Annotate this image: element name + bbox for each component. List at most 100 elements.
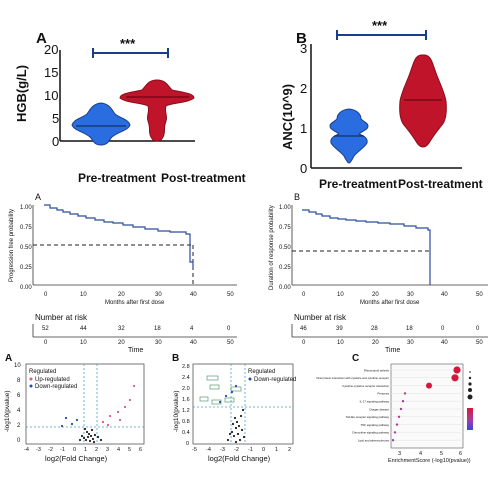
- x-tick-label: 40: [441, 340, 448, 346]
- y-axis-label: -log10(pvalue): [4, 390, 11, 432]
- x-axis-label: log2(Fold Change): [45, 454, 108, 463]
- survival-curve: [302, 209, 431, 285]
- pathway-term-label: Chagas disease: [369, 407, 390, 411]
- x-tick-label: -2: [48, 447, 53, 453]
- risk-value: 18: [154, 326, 161, 332]
- x-tick-label: 20: [118, 340, 125, 346]
- down-regulated-points: [60, 416, 79, 428]
- enrichment-bubble: [451, 374, 459, 382]
- risk-value: 4: [190, 326, 194, 332]
- y-tick-label: 0.50: [20, 245, 32, 251]
- x-tick-label: 1: [275, 447, 278, 453]
- x-tick-label: 0: [44, 340, 48, 346]
- violin-panel-anc: B *** 3 2 1 0 ANC(10^9) Pre-treatment Po…: [280, 18, 483, 191]
- panel-letter-b: B: [294, 192, 300, 202]
- x-tick-label: -5: [192, 447, 197, 453]
- legend-down-label: Down-regulated: [254, 377, 296, 383]
- y-tick-label: 0.00: [279, 285, 291, 291]
- panel-letter-a: A: [36, 30, 47, 47]
- legend-up-label: Up-regulated: [35, 377, 70, 383]
- y-tick-label: 2.4: [182, 375, 190, 381]
- x-tick-label: -4: [206, 447, 211, 453]
- x-tick-label: 5: [128, 447, 131, 453]
- legend-down-marker: [248, 377, 252, 381]
- legend-title: Regulated: [29, 369, 56, 375]
- km-panel-dor: B 1.00 0.75 0.50 0.25 0.00 0 10 20 30 40…: [269, 192, 488, 354]
- pathway-term-label: IL-17 signaling pathway: [360, 400, 390, 404]
- y-tick-label: 0.8: [182, 419, 190, 425]
- violin-post-treatment: [119, 79, 195, 142]
- x-tick-label: 50: [227, 340, 234, 346]
- y-axis-label: Duration of response probability: [269, 205, 275, 290]
- y-tick-label: 6: [17, 393, 21, 399]
- x-tick-label: 30: [155, 292, 162, 298]
- x-tick-label: 1: [84, 447, 87, 453]
- x-tick-label: 10: [337, 292, 344, 298]
- x-tick-label: 50: [476, 292, 483, 298]
- enrichment-panel-c: C Rheumatoid arthritis Viral protein inte…: [316, 353, 473, 464]
- enrichment-bubble: [399, 407, 403, 411]
- violin-panel-hgb: A *** 20 15 10 5 0 HGB(g/L) Pre-treatmen…: [14, 30, 246, 185]
- plot-frame: [25, 363, 145, 445]
- risk-value: 44: [80, 326, 87, 332]
- risk-table-title: Number at risk: [35, 313, 88, 322]
- x-tick-label: 50: [476, 340, 483, 346]
- risk-value: 32: [118, 326, 125, 332]
- significance-stars: ***: [372, 18, 388, 33]
- scatter-points: [78, 427, 103, 444]
- x-group-label-post: Post-treatment: [161, 171, 246, 185]
- significance-stars: ***: [120, 36, 136, 51]
- y-tick-label: 0.00: [20, 285, 32, 291]
- y-tick-label: 1.2: [182, 408, 190, 414]
- y-tick-label: 0.50: [279, 245, 291, 251]
- x-tick-label: -3: [36, 447, 41, 453]
- panel-letter-b: B: [172, 353, 179, 364]
- enrichment-bubble: [453, 366, 461, 374]
- enrichment-bubble: [426, 382, 432, 389]
- x-tick-label: 0: [302, 292, 306, 298]
- survival-curve: [44, 204, 194, 268]
- x-tick-label: 30: [407, 292, 414, 298]
- x-tick-label: -1: [60, 447, 65, 453]
- pathway-term-label: Rheumatoid arthritis: [364, 368, 390, 372]
- risk-value: 0: [441, 326, 445, 332]
- color-scale-bar: [467, 408, 473, 430]
- y-tick-label: 0.75: [20, 225, 32, 231]
- risk-value: 46: [300, 326, 307, 332]
- y-tick-label: 2.0: [182, 386, 190, 392]
- risk-value: 28: [371, 326, 378, 332]
- enrichment-bubble: [401, 400, 405, 403]
- x-axis-label: EnrichmentScore (-log10(pvalue)): [388, 458, 471, 464]
- panel-letter-c: C: [352, 353, 359, 364]
- pathway-term-label: Toll-like receptor signaling pathway: [346, 415, 390, 419]
- x-tick-label: 3: [398, 451, 401, 457]
- x-group-label-pre: Pre-treatment: [78, 171, 156, 185]
- x-tick-label: -1: [248, 447, 253, 453]
- x-tick-label: 2: [288, 447, 291, 453]
- y-axis-label: ANC(10^9): [280, 84, 295, 150]
- gene-label-boxes: [199, 375, 242, 405]
- x-tick-label: 6: [139, 447, 142, 453]
- y-tick-label: 1: [300, 121, 307, 136]
- x-axis-label: Time: [385, 347, 400, 354]
- y-axis-label: -log10(pvalue): [173, 390, 180, 432]
- enrichment-bubble: [393, 431, 397, 434]
- x-tick-label: 10: [80, 292, 87, 298]
- risk-value: 39: [336, 326, 343, 332]
- y-tick-label: 0.25: [279, 265, 291, 271]
- volcano-panel-a: A Regulated Up-regulated Down-regulated …: [4, 353, 145, 463]
- pathway-term-label: Pertussis: [377, 392, 389, 396]
- y-tick-label: 2: [17, 423, 21, 429]
- risk-table-title: Number at risk: [294, 313, 347, 322]
- x-tick-label: 40: [441, 292, 448, 298]
- x-tick-label: 10: [80, 340, 87, 346]
- x-axis-label: Time: [128, 347, 143, 354]
- pathway-term-label: Viral protein interaction with cytokine …: [316, 376, 389, 380]
- panel-letter-a: A: [35, 192, 41, 202]
- x-tick-label: 20: [118, 292, 125, 298]
- y-tick-label: 2: [300, 81, 307, 96]
- x-tick-label: 30: [407, 340, 414, 346]
- x-tick-label: 50: [227, 292, 234, 298]
- x-tick-label: 30: [155, 340, 162, 346]
- y-tick-label: 1.00: [20, 205, 32, 211]
